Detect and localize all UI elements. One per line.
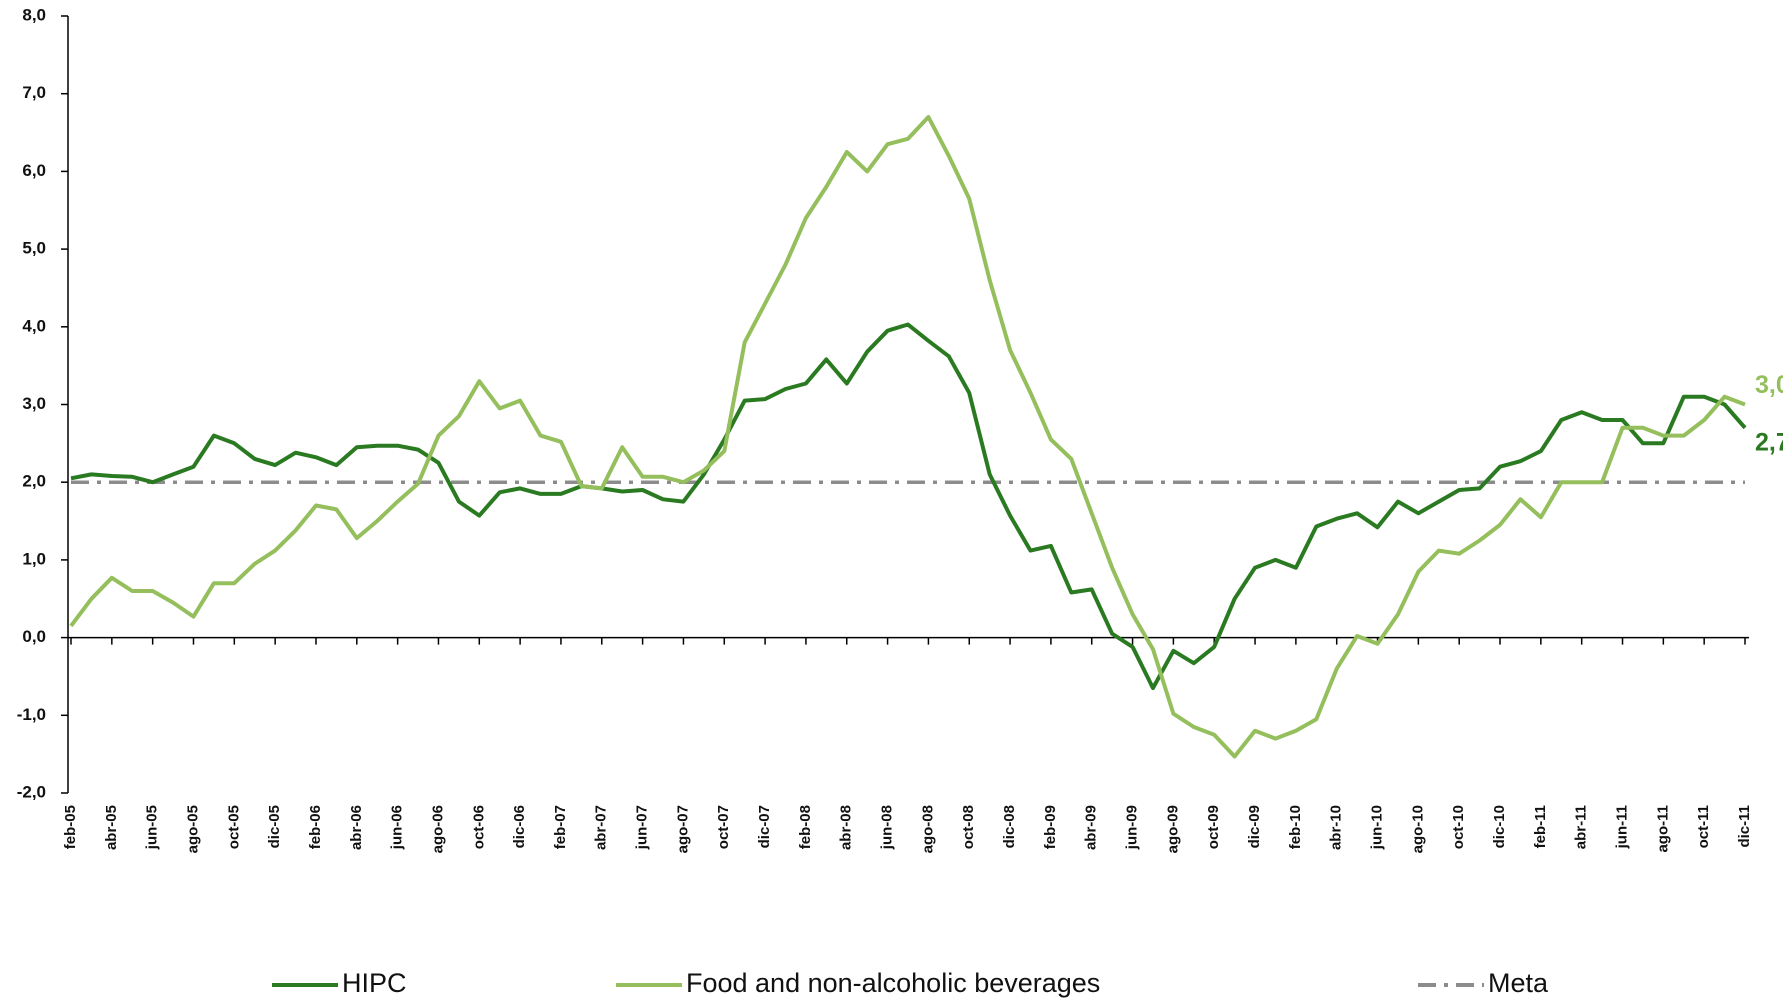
x-tick-label: jun-08 <box>879 805 896 850</box>
x-tick-label: oct-08 <box>960 805 977 849</box>
y-tick-label: 7,0 <box>22 83 46 102</box>
x-tick-label: oct-06 <box>470 805 487 849</box>
y-tick-label: -2,0 <box>17 782 46 801</box>
x-tick-label: jun-09 <box>1124 805 1141 850</box>
x-tick-label: jun-07 <box>634 805 651 850</box>
x-tick-label: feb-05 <box>62 805 79 849</box>
y-tick-label: 4,0 <box>22 316 46 335</box>
x-tick-label: oct-09 <box>1205 805 1222 849</box>
x-tick-label: ago-08 <box>919 805 936 853</box>
x-tick-label: ago-05 <box>184 805 201 853</box>
x-tick-label: dic-08 <box>1001 805 1018 848</box>
x-tick-label: dic-10 <box>1491 805 1508 848</box>
x-tick-label: dic-06 <box>511 805 528 848</box>
x-tick-label: jun-10 <box>1369 805 1386 850</box>
y-tick-label: 0,0 <box>22 627 46 646</box>
x-tick-label: feb-09 <box>1042 805 1059 849</box>
y-tick-label: 6,0 <box>22 161 46 180</box>
x-tick-label: feb-06 <box>307 805 324 849</box>
x-tick-label: abr-09 <box>1083 805 1100 850</box>
x-tick-label: dic-11 <box>1736 805 1753 848</box>
x-tick-label: jun-06 <box>389 805 406 850</box>
legend-label: Food and non-alcoholic beverages <box>686 968 1100 998</box>
y-tick-label: 8,0 <box>22 5 46 24</box>
y-tick-label: 1,0 <box>22 549 46 568</box>
y-tick-label: 5,0 <box>22 239 46 258</box>
x-tick-label: ago-07 <box>674 805 691 853</box>
x-tick-label: oct-07 <box>715 805 732 849</box>
chart: -2,0 -1,0 0,0 1,0 2,0 3,0 4,0 5,0 6,0 7,0 8,0 feb-0… <box>0 0 1783 998</box>
x-tick-label: abr-08 <box>838 805 855 850</box>
x-tick-label: feb-11 <box>1532 805 1549 848</box>
y-tick-label: 3,0 <box>22 394 46 413</box>
x-tick-label: ago-09 <box>1164 805 1181 853</box>
x-tick-label: oct-11 <box>1695 805 1712 848</box>
y-tick-label: -1,0 <box>17 705 46 724</box>
x-tick-label: jun-11 <box>1613 805 1630 849</box>
x-tick-label: oct-10 <box>1450 805 1467 849</box>
x-tick-label: dic-07 <box>756 805 773 848</box>
x-tick-label: ago-11 <box>1654 805 1671 853</box>
x-tick-label: abr-07 <box>593 805 610 850</box>
x-tick-label: ago-10 <box>1409 805 1426 853</box>
x-tick-label: jun-05 <box>144 805 161 850</box>
x-tick-label: abr-10 <box>1328 805 1345 850</box>
x-tick-label: abr-11 <box>1573 805 1590 849</box>
x-tick-label: feb-07 <box>552 805 569 849</box>
value-label: 2,7 <box>1755 428 1783 456</box>
x-tick-label: ago-06 <box>429 805 446 853</box>
series-line <box>71 117 1745 757</box>
value-label: 3,0 <box>1755 371 1783 399</box>
legend-label: Meta <box>1488 968 1549 998</box>
x-tick-label: abr-05 <box>103 805 120 850</box>
legend-label: HIPC <box>342 968 407 998</box>
x-tick-label: dic-09 <box>1246 805 1263 848</box>
x-tick-label: dic-05 <box>266 805 283 848</box>
x-tick-label: oct-05 <box>225 805 242 849</box>
x-tick-label: abr-06 <box>348 805 365 850</box>
x-tick-label: feb-08 <box>797 805 814 849</box>
y-tick-label: 2,0 <box>22 472 46 491</box>
x-tick-label: feb-10 <box>1287 805 1304 849</box>
